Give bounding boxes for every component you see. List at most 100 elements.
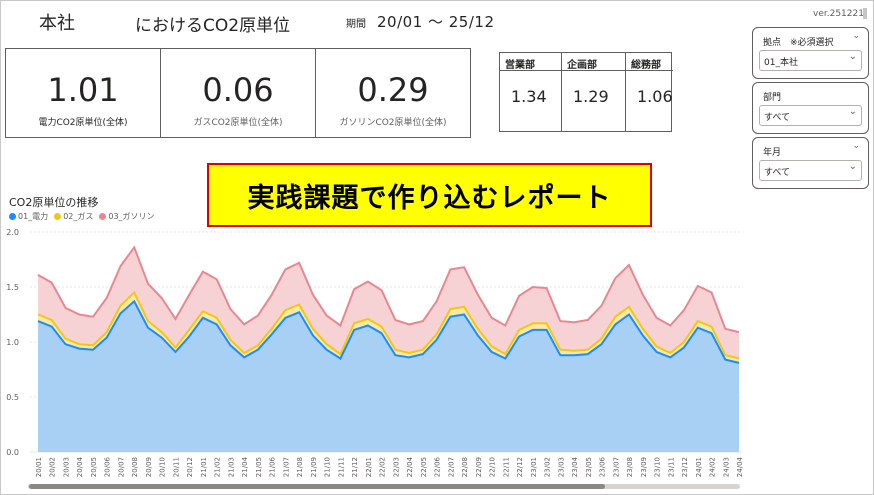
y-tick-label: 1.0 <box>6 338 19 347</box>
x-tick-label: 23/07 <box>612 457 620 477</box>
x-tick-label: 22/07 <box>447 457 455 477</box>
legend-item-electric[interactable]: 01_電力 <box>9 211 48 222</box>
x-tick-label: 23/06 <box>599 456 607 477</box>
kpi-label-gas: ガスCO2原単位(全体) <box>193 118 283 128</box>
slicer-yearmonth-value: すべて <box>764 168 791 178</box>
kpi-value-gasoline: 0.29 <box>357 71 429 109</box>
slicer-yearmonth-title: 年月 <box>763 148 782 158</box>
kpi-card-gas[interactable]: 0.06 ガスCO2原単位(全体) <box>160 48 316 138</box>
x-tick-label: 23/03 <box>557 457 565 477</box>
line-electric <box>37 299 740 364</box>
page-title: におけるCO2原単位 <box>135 16 291 36</box>
x-tick-label: 23/10 <box>654 457 662 477</box>
x-tick-label: 22/12 <box>516 457 524 477</box>
x-tick-label: 21/11 <box>337 457 345 477</box>
x-tick-label: 20/08 <box>131 457 139 477</box>
kpi-card-electric[interactable]: 1.01 電力CO2原単位(全体) <box>5 48 161 138</box>
x-tick-label: 22/02 <box>379 457 387 477</box>
department-table[interactable]: 営業部 企画部 総務部 1.34 1.29 1.06 <box>499 52 673 132</box>
kpi-label-electric: 電力CO2原単位(全体) <box>38 118 128 128</box>
slicer-yearmonth-dropdown[interactable]: すべて ⌄ <box>759 160 862 181</box>
dept-value-sales: 1.34 <box>500 71 562 131</box>
x-tick-label: 22/06 <box>434 456 442 477</box>
chart-legend: 01_電力 02_ガス 03_ガソリン <box>9 211 155 222</box>
line-gasoline <box>37 245 740 334</box>
co2-trend-chart[interactable]: 0.0 0.5 1.0 1.5 2.0 20/01 20/02 20/03 20/04 20/05… <box>1 221 751 489</box>
x-tick-label: 21/04 <box>241 456 249 477</box>
dept-value-planning: 1.29 <box>562 71 626 131</box>
x-tick-label: 20/10 <box>159 457 167 477</box>
legend-item-gasoline[interactable]: 03_ガソリン <box>99 211 155 222</box>
x-tick-label: 24/02 <box>709 457 717 477</box>
x-tick-label: 22/01 <box>365 457 373 477</box>
x-tick-label: 23/01 <box>530 457 538 477</box>
dept-header-planning: 企画部 <box>562 53 626 71</box>
version-label: ver.251221 <box>813 9 864 19</box>
chevron-down-icon[interactable]: ⌄ <box>852 31 860 41</box>
x-tick-label: 20/09 <box>145 457 153 477</box>
slicer-location-title: 拠点 ※必須選択 <box>763 38 834 48</box>
x-tick-label: 23/09 <box>640 457 648 477</box>
x-tick-label: 21/08 <box>296 457 304 477</box>
banner-text: 実践課題で作り込むレポート <box>247 182 612 214</box>
slicer-department: 部門 すべて ⌄ <box>752 82 869 134</box>
x-tick-label: 23/08 <box>626 457 634 477</box>
legend-label-gasoline: 03_ガソリン <box>108 212 155 221</box>
slicer-location: 拠点 ※必須選択 ⌄ 01_本社 ⌄ <box>752 27 869 79</box>
kpi-value-electric: 1.01 <box>47 71 119 109</box>
x-tick-label: 20/05 <box>90 457 98 477</box>
dept-header-sales: 営業部 <box>500 53 562 71</box>
slicer-location-dropdown[interactable]: 01_本社 ⌄ <box>759 50 862 71</box>
x-tick-label: 20/07 <box>117 457 125 477</box>
x-tick-label: 20/11 <box>172 457 180 477</box>
chevron-down-icon: ⌄ <box>848 106 857 117</box>
x-tick-label: 22/11 <box>502 457 510 477</box>
x-tick-label: 23/12 <box>681 457 689 477</box>
chart-scrollbar-thumb[interactable] <box>29 484 605 489</box>
x-tick-label: 22/03 <box>392 457 400 477</box>
x-tick-label: 22/10 <box>489 457 497 477</box>
x-tick-label: 23/05 <box>585 457 593 477</box>
legend-item-gas[interactable]: 02_ガス <box>54 211 93 222</box>
x-tick-label: 24/04 <box>736 456 744 477</box>
x-tick-label: 20/02 <box>49 457 57 477</box>
legend-label-gas: 02_ガス <box>63 212 94 221</box>
chevron-down-icon[interactable]: ⌄ <box>852 141 860 151</box>
x-tick-label: 21/12 <box>351 457 359 477</box>
version-scroll-handle[interactable] <box>863 8 867 19</box>
x-tick-label: 21/09 <box>310 457 318 477</box>
x-tick-label: 23/04 <box>571 456 579 477</box>
x-tick-label: 21/03 <box>227 457 235 477</box>
period-value: 20/01 ～ 25/12 <box>377 13 495 31</box>
y-tick-label: 0.5 <box>6 393 19 402</box>
x-tick-label: 20/12 <box>186 457 194 477</box>
slicer-yearmonth: 年月 ⌄ すべて ⌄ <box>752 137 869 189</box>
x-tick-label: 21/01 <box>200 457 208 477</box>
x-tick-label: 21/07 <box>282 457 290 477</box>
y-tick-label: 1.5 <box>6 283 19 292</box>
period-label: 期間 <box>346 19 366 30</box>
x-tick-label: 23/11 <box>667 457 675 477</box>
slicer-department-value: すべて <box>764 113 791 123</box>
x-tick-label: 24/03 <box>722 457 730 477</box>
x-tick-label: 20/06 <box>104 456 112 477</box>
kpi-card-gasoline[interactable]: 0.29 ガソリンCO2原単位(全体) <box>315 48 471 138</box>
x-tick-label: 22/05 <box>420 457 428 477</box>
legend-dot-gasoline <box>99 213 107 220</box>
x-tick-label: 24/01 <box>695 457 703 477</box>
dept-header-general: 総務部 <box>626 53 673 71</box>
x-tick-label: 20/03 <box>62 457 70 477</box>
line-gas <box>37 290 740 360</box>
x-tick-label: 23/02 <box>544 457 552 477</box>
x-tick-label: 21/10 <box>324 457 332 477</box>
area-electric <box>38 301 739 452</box>
x-tick-label: 22/09 <box>475 457 483 477</box>
legend-dot-electric <box>9 213 16 220</box>
chart-title: CO2原単位の推移 <box>9 196 99 209</box>
x-tick-label: 21/06 <box>269 456 277 477</box>
x-tick-label: 22/04 <box>406 456 414 477</box>
chevron-down-icon: ⌄ <box>848 51 857 62</box>
slicer-department-dropdown[interactable]: すべて ⌄ <box>759 105 862 126</box>
y-tick-label: 2.0 <box>6 228 19 237</box>
